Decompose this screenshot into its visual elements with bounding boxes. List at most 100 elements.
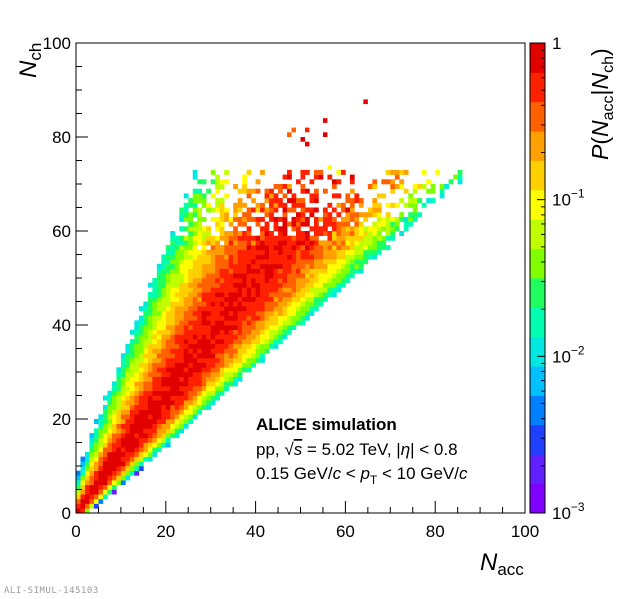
heatmap-cell bbox=[313, 259, 319, 265]
heatmap-cell bbox=[251, 301, 256, 307]
heatmap-cell bbox=[313, 278, 319, 283]
heatmap-cell bbox=[210, 320, 216, 326]
heatmap-cell bbox=[318, 231, 324, 236]
heatmap-cell bbox=[152, 372, 158, 377]
x-tick-label: 40 bbox=[246, 522, 265, 541]
heatmap-cell bbox=[273, 216, 279, 222]
heatmap-cell bbox=[179, 282, 185, 288]
heatmap-cell bbox=[147, 282, 153, 288]
heatmap-cell bbox=[179, 315, 185, 321]
heatmap-cell bbox=[111, 400, 117, 406]
heatmap-cell bbox=[116, 451, 122, 457]
heatmap-cell bbox=[206, 254, 211, 260]
heatmap-cell bbox=[161, 404, 167, 410]
heatmap-cell bbox=[237, 245, 243, 251]
heatmap-cell bbox=[282, 202, 288, 208]
heatmap-cell bbox=[93, 503, 99, 509]
heatmap-cell bbox=[273, 282, 279, 288]
heatmap-cell bbox=[174, 404, 180, 410]
heatmap-cell bbox=[390, 169, 396, 175]
heatmap-cell bbox=[300, 296, 306, 302]
heatmap-cell bbox=[291, 249, 297, 255]
heatmap-cell bbox=[161, 334, 167, 340]
heatmap-cell bbox=[98, 494, 104, 500]
heatmap-cell bbox=[273, 315, 279, 321]
heatmap-cell bbox=[156, 372, 162, 377]
heatmap-cell bbox=[170, 357, 176, 363]
heatmap-cell bbox=[188, 268, 194, 274]
heatmap-cell bbox=[327, 202, 333, 208]
heatmap-cell bbox=[269, 202, 274, 208]
heatmap-cell bbox=[152, 310, 158, 316]
heatmap-cell bbox=[282, 325, 288, 330]
heatmap-cell bbox=[161, 292, 167, 298]
heatmap-cell bbox=[287, 254, 292, 260]
heatmap-cell bbox=[143, 325, 149, 330]
heatmap-cell bbox=[120, 414, 126, 420]
heatmap-cell bbox=[273, 226, 279, 232]
heatmap-cell bbox=[192, 221, 198, 227]
heatmap-cell bbox=[331, 254, 337, 260]
heatmap-cell bbox=[246, 245, 252, 251]
heatmap-cell bbox=[224, 263, 229, 269]
heatmap-cell bbox=[192, 226, 198, 232]
heatmap-cell bbox=[215, 353, 220, 359]
heatmap-cell bbox=[116, 367, 122, 373]
heatmap-cell bbox=[143, 390, 149, 396]
heatmap-cell bbox=[147, 320, 153, 326]
heatmap-cell bbox=[129, 461, 135, 467]
heatmap-cell bbox=[161, 263, 167, 269]
heatmap-cell bbox=[287, 315, 292, 321]
heatmap-cell bbox=[188, 263, 194, 269]
heatmap-cell bbox=[147, 348, 153, 354]
heatmap-cell bbox=[219, 292, 225, 298]
heatmap-cell bbox=[197, 339, 203, 345]
heatmap-cell bbox=[165, 381, 171, 387]
heatmap-cell bbox=[210, 207, 216, 213]
heatmap-cell bbox=[278, 278, 283, 283]
heatmap-cell bbox=[138, 353, 144, 359]
heatmap-cell bbox=[179, 296, 185, 302]
heatmap-cell bbox=[224, 362, 229, 368]
heatmap-cell bbox=[143, 456, 149, 462]
heatmap-cell bbox=[174, 259, 180, 265]
heatmap-cell bbox=[134, 381, 140, 387]
heatmap-cell bbox=[394, 216, 400, 222]
heatmap-cell bbox=[228, 372, 234, 377]
heatmap-cell bbox=[287, 278, 292, 283]
heatmap-cell bbox=[156, 409, 162, 415]
heatmap-cell bbox=[228, 310, 234, 316]
y-tick-label: 100 bbox=[43, 34, 71, 53]
heatmap-cell bbox=[188, 409, 194, 415]
heatmap-cell bbox=[188, 395, 194, 401]
heatmap-cell bbox=[152, 395, 158, 401]
x-tick-label: 60 bbox=[336, 522, 355, 541]
heatmap-cell bbox=[313, 245, 319, 251]
heatmap-cell bbox=[381, 226, 387, 232]
heatmap-cell bbox=[134, 470, 140, 476]
heatmap-cell bbox=[251, 315, 256, 321]
heatmap-cell bbox=[138, 320, 144, 326]
heatmap-cell bbox=[228, 306, 234, 312]
heatmap-cell bbox=[111, 475, 117, 481]
heatmap-cell bbox=[354, 221, 360, 227]
heatmap-cell bbox=[89, 470, 95, 476]
heatmap-cell bbox=[165, 404, 171, 410]
heatmap-cell bbox=[134, 433, 140, 439]
heatmap-cell bbox=[116, 447, 122, 453]
heatmap-cell bbox=[385, 179, 391, 185]
heatmap-cell bbox=[331, 259, 337, 265]
heatmap-cell bbox=[367, 235, 373, 241]
heatmap-cell bbox=[340, 207, 346, 213]
heatmap-cell bbox=[291, 207, 297, 213]
heatmap-cell bbox=[381, 193, 387, 199]
heatmap-cell bbox=[242, 254, 247, 260]
heatmap-cell bbox=[120, 461, 126, 467]
heatmap-cell bbox=[309, 273, 315, 279]
heatmap-cell bbox=[210, 315, 216, 321]
heatmap-cell bbox=[192, 343, 198, 349]
heatmap-cell bbox=[134, 395, 140, 401]
heatmap-cell bbox=[188, 245, 194, 251]
heatmap-cell bbox=[111, 419, 117, 424]
heatmap-cell bbox=[246, 343, 252, 349]
